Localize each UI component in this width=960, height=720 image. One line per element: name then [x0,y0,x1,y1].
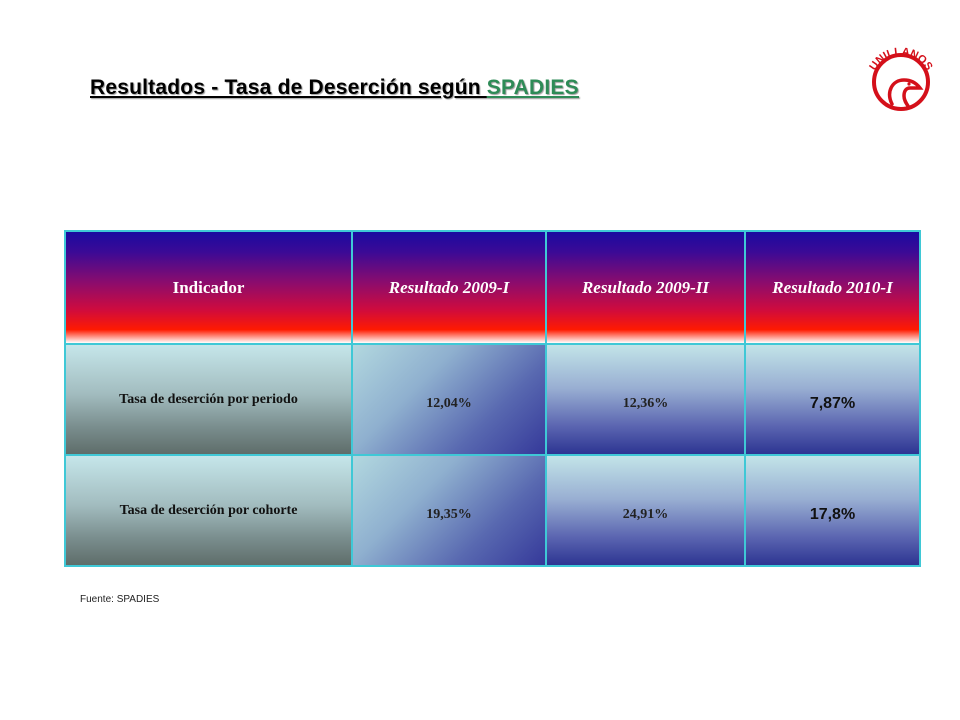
svg-text:UNILLANOS: UNILLANOS [867,46,934,73]
table-row: Tasa de deserción por periodo 12,04% 12,… [64,343,921,456]
cell-cohorte-2009-ii: 24,91% [545,454,746,567]
header-indicador: Indicador [64,230,353,345]
unillanos-logo: UNILLANOS [867,46,935,111]
cell-periodo-2009-ii: 12,36% [545,343,746,456]
cell-cohorte-2009-i: 19,35% [351,454,547,567]
results-table: Indicador Resultado 2009-I Resultado 200… [64,230,921,567]
cell-periodo-2010-i: 7,87% [744,343,921,456]
table-header-row: Indicador Resultado 2009-I Resultado 200… [64,230,921,345]
cell-cohorte-2010-i: 17,8% [744,454,921,567]
row-label-cohorte: Tasa de deserción por cohorte [64,454,353,567]
row-label-periodo: Tasa de deserción por periodo [64,343,353,456]
title-text: Resultados - Tasa de Deserción según [90,76,487,99]
header-resultado-2010-i: Resultado 2010-I [744,230,921,345]
page-title: Resultados - Tasa de Deserción según SPA… [90,76,579,100]
cell-periodo-2009-i: 12,04% [351,343,547,456]
source-note: Fuente: SPADIES [80,594,160,605]
table-row: Tasa de deserción por cohorte 19,35% 24,… [64,454,921,567]
spadies-link[interactable]: SPADIES [486,76,579,99]
header-resultado-2009-i: Resultado 2009-I [351,230,547,345]
header-resultado-2009-ii: Resultado 2009-II [545,230,746,345]
